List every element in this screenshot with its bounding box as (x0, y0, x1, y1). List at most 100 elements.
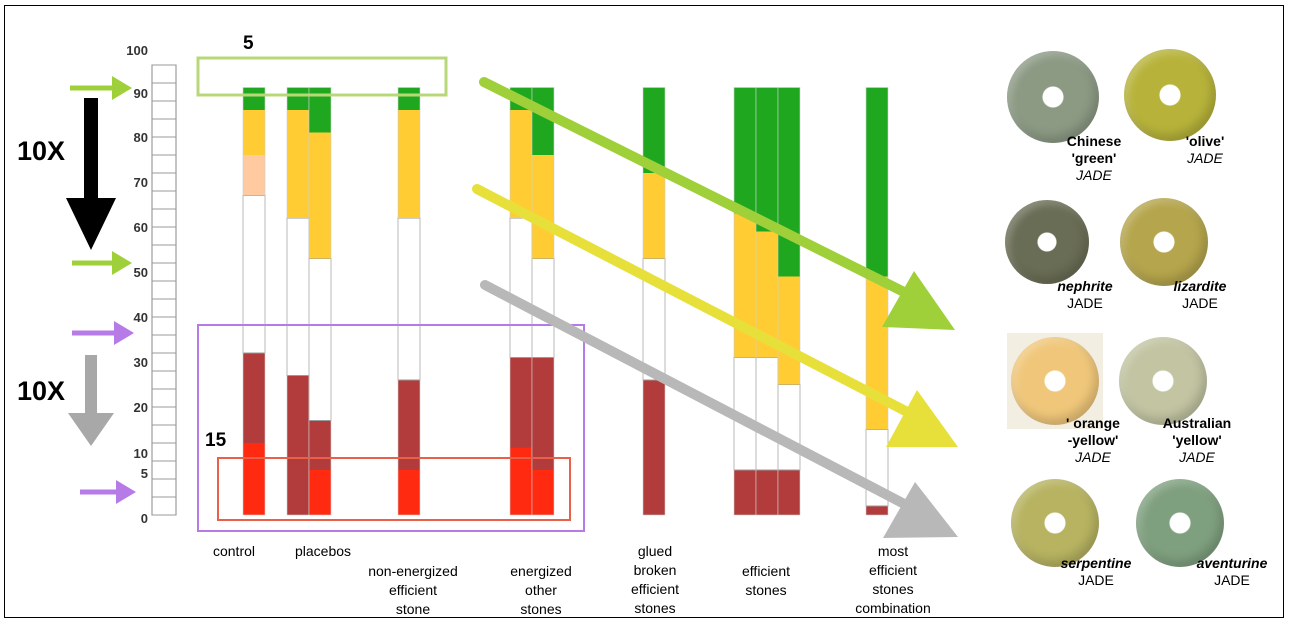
category-label: stones (872, 581, 913, 597)
top-band-box (196, 56, 448, 97)
bar-outline (242, 87, 266, 516)
purple-band-box (197, 324, 585, 532)
scale-frame (151, 64, 177, 516)
bar-segment (398, 110, 420, 218)
jade-disc-image (1119, 337, 1207, 425)
jade-disc-image (1136, 479, 1224, 567)
category-labels: control placebos non-energized efficient sto… (213, 543, 931, 617)
y-scale-ladder (151, 64, 177, 516)
light-green-diagonal-arrow-icon (479, 77, 955, 330)
jade-stone-label: nephrite JADE (1035, 278, 1135, 312)
figure-frame (4, 5, 1284, 618)
bar-segment (243, 155, 265, 196)
bar-segment (243, 443, 265, 515)
black-down-arrow-icon (66, 98, 116, 250)
category-label: broken (634, 562, 677, 578)
jade-stone-label-line: 'olive' (1185, 133, 1225, 149)
category-label: non-energized (368, 563, 458, 579)
bar-segment (398, 87, 420, 110)
bar-segment (287, 110, 309, 218)
category-label: placebos (295, 543, 351, 559)
y-tick-label: 5 (141, 466, 148, 481)
category-label: efficient (742, 563, 790, 579)
bottom-band-value: 15 (205, 430, 227, 451)
green-arrow-50-icon (72, 251, 132, 275)
jade-stone-label-line: 'green' (1071, 150, 1117, 166)
jade-disc-image (1124, 49, 1216, 141)
bar-segment (242, 195, 266, 354)
bar-segment (308, 258, 332, 421)
bar-segment (756, 470, 778, 515)
jade-stone-label-line: JADE (1078, 572, 1114, 588)
factor-top-label: 10X (17, 136, 65, 166)
jade-disc-image (1005, 200, 1089, 284)
category-label: stones (634, 600, 675, 616)
bar-outline (865, 87, 889, 516)
bar-segment (866, 506, 888, 515)
bar-outline (642, 87, 666, 516)
bar-segment (756, 231, 778, 358)
category-label: efficient (389, 582, 437, 598)
bar-segment (734, 470, 756, 515)
y-tick-label: 10 (134, 446, 148, 461)
jade-disc-image (1011, 337, 1099, 425)
jade-disc-image (1007, 51, 1099, 143)
bar-segment (778, 470, 800, 515)
purple-arrow-5-icon (80, 480, 136, 504)
bar-segment (532, 155, 554, 259)
category-label: other (525, 582, 557, 598)
jade-stone-label-line: Australian (1162, 415, 1232, 431)
bar-segment (509, 217, 533, 358)
jade-stone-label-line: 'yellow' (1172, 432, 1222, 448)
left-arrows: 10X 10X (17, 76, 136, 504)
top-band-value: 5 (243, 33, 254, 54)
bar-outline (777, 87, 801, 516)
jade-stone-label-line: Chinese (1066, 133, 1122, 149)
green-arrow-90-icon (70, 76, 132, 100)
jade-stone-label-line: JADE (1179, 449, 1215, 465)
bar-segment (755, 357, 779, 471)
y-tick-label: 0 (141, 511, 148, 526)
bar-outline (308, 87, 332, 516)
jade-stone-label-line: serpentine (1060, 555, 1132, 571)
bar-outline (397, 87, 421, 516)
jade-stone-label-line: aventurine (1196, 555, 1268, 571)
bar-segment (243, 110, 265, 155)
jade-stone-label-line: JADE (1214, 572, 1250, 588)
bar-segment (756, 87, 778, 232)
bar-segment (309, 420, 331, 470)
bar-segment (398, 380, 420, 470)
jade-stone-label-line: lizardite (1173, 278, 1227, 294)
bar-segment (398, 470, 420, 515)
bar-segment (309, 470, 331, 515)
bar-segment (510, 357, 532, 448)
category-label: efficient (869, 562, 917, 578)
jade-stone-label: aventurine JADE (1182, 555, 1282, 589)
bar-segment (866, 276, 888, 430)
yellow-diagonal-arrow-icon (472, 184, 958, 447)
bar-segment (532, 357, 554, 470)
bar-segment (286, 217, 310, 376)
category-label: glued (638, 543, 672, 559)
y-tick-label: 60 (134, 220, 148, 235)
jade-stone-label-line: JADE (1075, 449, 1111, 465)
jade-stone-label-line: JADE (1187, 150, 1223, 166)
y-tick-label: 20 (134, 400, 148, 415)
factor-bottom-label: 10X (17, 376, 65, 406)
bar-segment (510, 110, 532, 218)
y-tick-label: 70 (134, 175, 148, 190)
bottom-band-box (217, 457, 571, 521)
y-tick-label: 80 (134, 130, 148, 145)
bar-segment (287, 87, 309, 110)
bar-segment (243, 87, 265, 110)
bar-segment (778, 87, 800, 277)
category-label: combination (855, 600, 931, 616)
jade-disc-image (1120, 198, 1208, 286)
category-label: stones (520, 601, 561, 617)
gray-diagonal-arrow-icon (480, 280, 958, 538)
jade-stone-label: Chinese'green' JADE (1044, 133, 1144, 184)
jade-stone-label-line: JADE (1067, 295, 1103, 311)
y-tick-labels: 0 5 10 20 30 40 50 60 70 80 90 100 (126, 43, 148, 526)
bars (242, 87, 889, 516)
bar-segment (287, 375, 309, 515)
